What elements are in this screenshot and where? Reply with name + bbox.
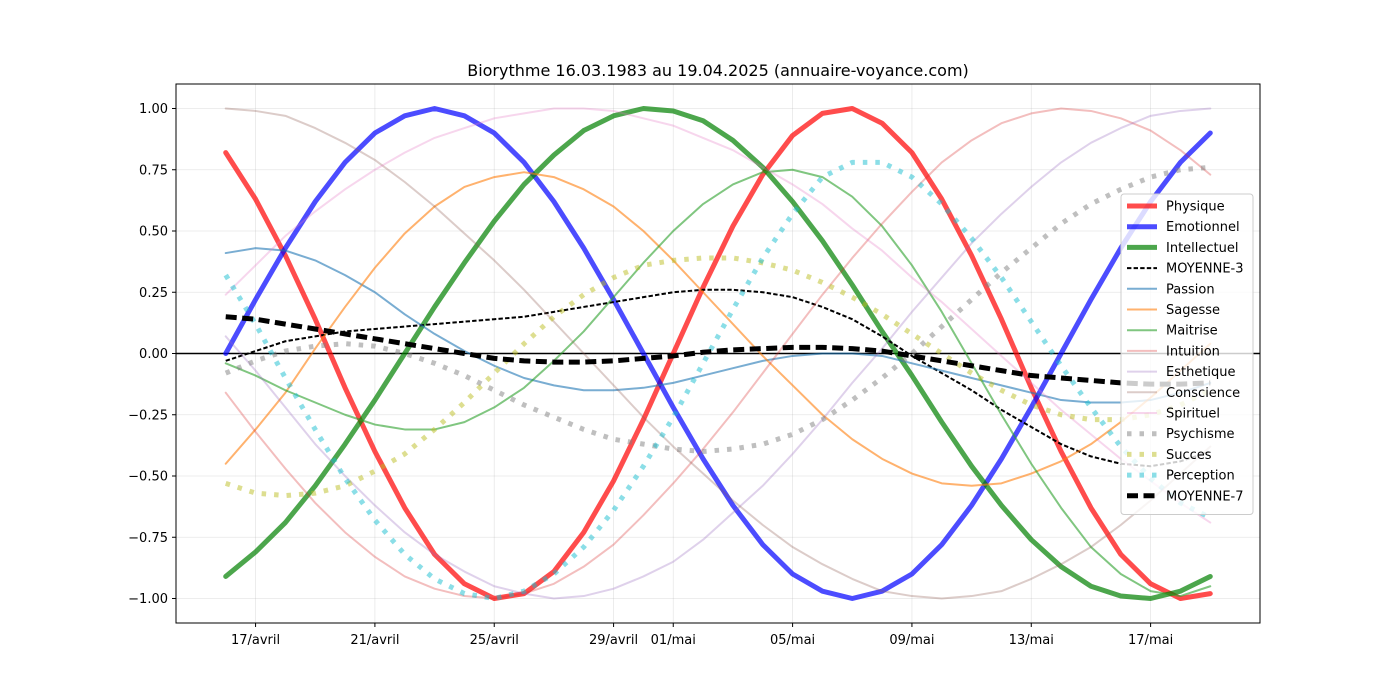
y-tick-label: 0.00 <box>139 347 168 362</box>
legend-label-maitrise: Maitrise <box>1166 324 1218 339</box>
series-line-physique <box>223 106 1213 601</box>
x-tick-label: 01/mai <box>651 633 696 648</box>
series-line-sagesse <box>224 171 1212 487</box>
legend-label-intellectuel: Intellectuel <box>1166 241 1238 256</box>
legend-label-emotionnel: Emotionnel <box>1166 220 1240 235</box>
legend-label-perception: Perception <box>1166 469 1235 484</box>
x-tick-label: 25/avril <box>470 633 519 648</box>
series-line-intellectuel <box>223 106 1213 601</box>
x-tick-label: 05/mai <box>770 633 815 648</box>
legend-label-esthetique: Esthetique <box>1166 365 1236 380</box>
x-tick-label: 17/mai <box>1128 633 1173 648</box>
y-tick-label: −0.25 <box>128 408 168 423</box>
legend-label-sagesse: Sagesse <box>1166 303 1220 318</box>
series-line-maitrise <box>224 168 1212 598</box>
legend-label-succes: Succes <box>1166 448 1212 463</box>
y-tick-label: −0.50 <box>128 470 168 485</box>
series-line-spirituel <box>224 107 1212 524</box>
x-tick-label: 21/avril <box>350 633 399 648</box>
series-line-psychisme <box>224 164 1211 454</box>
x-tick-label: 13/mai <box>1009 633 1054 648</box>
y-tick-label: 0.50 <box>139 225 168 240</box>
series-line-succes <box>224 255 1212 499</box>
series-line-passion <box>224 247 1212 404</box>
legend-label-intuition: Intuition <box>1166 344 1220 359</box>
series-line-esthetique <box>224 107 1212 600</box>
legend-label-moyenne-7: MOYENNE-7 <box>1166 489 1244 504</box>
series-layer <box>223 106 1213 601</box>
x-tick-label: 09/mai <box>889 633 934 648</box>
series-line-perception <box>223 159 1212 601</box>
series-line-emotionnel <box>223 106 1213 601</box>
x-tick-label: 29/avril <box>589 633 638 648</box>
y-tick-label: −1.00 <box>128 592 168 607</box>
legend-label-psychisme: Psychisme <box>1166 427 1235 442</box>
series-line-conscience <box>224 107 1212 600</box>
legend: Physique Emotionnel Intellectuel MOYENNE-3 P… <box>1120 193 1254 515</box>
legend-label-moyenne-3: MOYENNE-3 <box>1166 262 1244 277</box>
x-tick-label: 17/avril <box>231 633 280 648</box>
chart-title: Biorythme 16.03.1983 au 19.04.2025 (annu… <box>467 61 969 80</box>
axis-ticks-layer: 17/avril 21/avril 25/avril 29/avril 01/mai 05… <box>128 102 1173 648</box>
y-tick-label: −0.75 <box>128 531 168 546</box>
y-tick-label: 1.00 <box>139 102 168 117</box>
y-tick-label: 0.25 <box>139 286 168 301</box>
legend-label-conscience: Conscience <box>1166 386 1240 401</box>
legend-label-passion: Passion <box>1166 282 1215 297</box>
series-line-intuition <box>224 107 1212 600</box>
legend-label-spirituel: Spirituel <box>1166 407 1220 422</box>
y-tick-label: 0.75 <box>139 163 168 178</box>
series-line-moyenne-7 <box>225 314 1211 387</box>
legend-label-physique: Physique <box>1166 200 1225 215</box>
series-line-moyenne-3 <box>225 288 1211 468</box>
